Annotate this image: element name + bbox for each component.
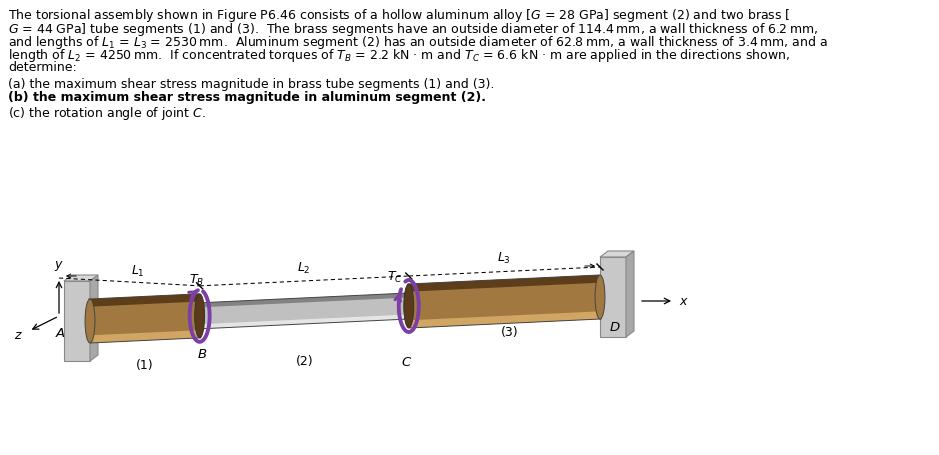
Text: $A$: $A$ bbox=[54, 327, 66, 340]
Polygon shape bbox=[409, 312, 601, 328]
Text: $T_B$: $T_B$ bbox=[189, 273, 204, 288]
Text: $C$: $C$ bbox=[401, 356, 412, 369]
Text: (2): (2) bbox=[296, 354, 313, 368]
Polygon shape bbox=[626, 252, 634, 337]
Text: $T_C$: $T_C$ bbox=[387, 269, 403, 284]
Text: $x$: $x$ bbox=[679, 295, 689, 308]
Ellipse shape bbox=[85, 299, 95, 343]
Text: length of $L_2$ = 4250 mm.  If concentrated torques of $T_B$ = 2.2 kN · m and $T: length of $L_2$ = 4250 mm. If concentrat… bbox=[8, 47, 791, 64]
Polygon shape bbox=[200, 315, 409, 329]
Polygon shape bbox=[91, 330, 201, 343]
Ellipse shape bbox=[404, 284, 414, 328]
Text: $z$: $z$ bbox=[14, 329, 23, 342]
Polygon shape bbox=[64, 281, 90, 361]
Text: $B$: $B$ bbox=[196, 348, 207, 360]
Text: $L_3$: $L_3$ bbox=[498, 251, 512, 266]
Polygon shape bbox=[199, 293, 408, 308]
Text: (c) the rotation angle of joint $C$.: (c) the rotation angle of joint $C$. bbox=[8, 105, 206, 122]
Polygon shape bbox=[89, 294, 201, 343]
Polygon shape bbox=[600, 252, 634, 258]
Polygon shape bbox=[64, 275, 98, 281]
Text: (1): (1) bbox=[136, 359, 154, 372]
Text: (b) the maximum shear stress magnitude in aluminum segment (2).: (b) the maximum shear stress magnitude i… bbox=[8, 91, 486, 104]
Text: The torsional assembly shown in Figure P6.46 consists of a hollow aluminum alloy: The torsional assembly shown in Figure P… bbox=[8, 7, 791, 24]
Text: $L_2$: $L_2$ bbox=[298, 260, 311, 275]
Ellipse shape bbox=[595, 275, 605, 319]
Ellipse shape bbox=[194, 294, 205, 338]
Text: determine:: determine: bbox=[8, 61, 77, 74]
Text: $L_1$: $L_1$ bbox=[131, 263, 145, 278]
Polygon shape bbox=[89, 294, 199, 307]
Polygon shape bbox=[199, 293, 409, 329]
Text: (3): (3) bbox=[500, 325, 518, 338]
Text: $D$: $D$ bbox=[609, 321, 621, 334]
Polygon shape bbox=[90, 275, 98, 361]
Text: (a) the maximum shear stress magnitude in brass tube segments (1) and (3).: (a) the maximum shear stress magnitude i… bbox=[8, 78, 494, 91]
Polygon shape bbox=[600, 258, 626, 337]
Text: $y$: $y$ bbox=[54, 258, 64, 273]
Text: and lengths of $L_1$ = $L_3$ = 2530 mm.  Aluminum segment (2) has an outside dia: and lengths of $L_1$ = $L_3$ = 2530 mm. … bbox=[8, 34, 828, 51]
Text: $G$ = 44 GPa] tube segments (1) and (3).  The brass segments have an outside dia: $G$ = 44 GPa] tube segments (1) and (3).… bbox=[8, 20, 819, 37]
Polygon shape bbox=[408, 275, 601, 328]
Polygon shape bbox=[408, 275, 599, 292]
